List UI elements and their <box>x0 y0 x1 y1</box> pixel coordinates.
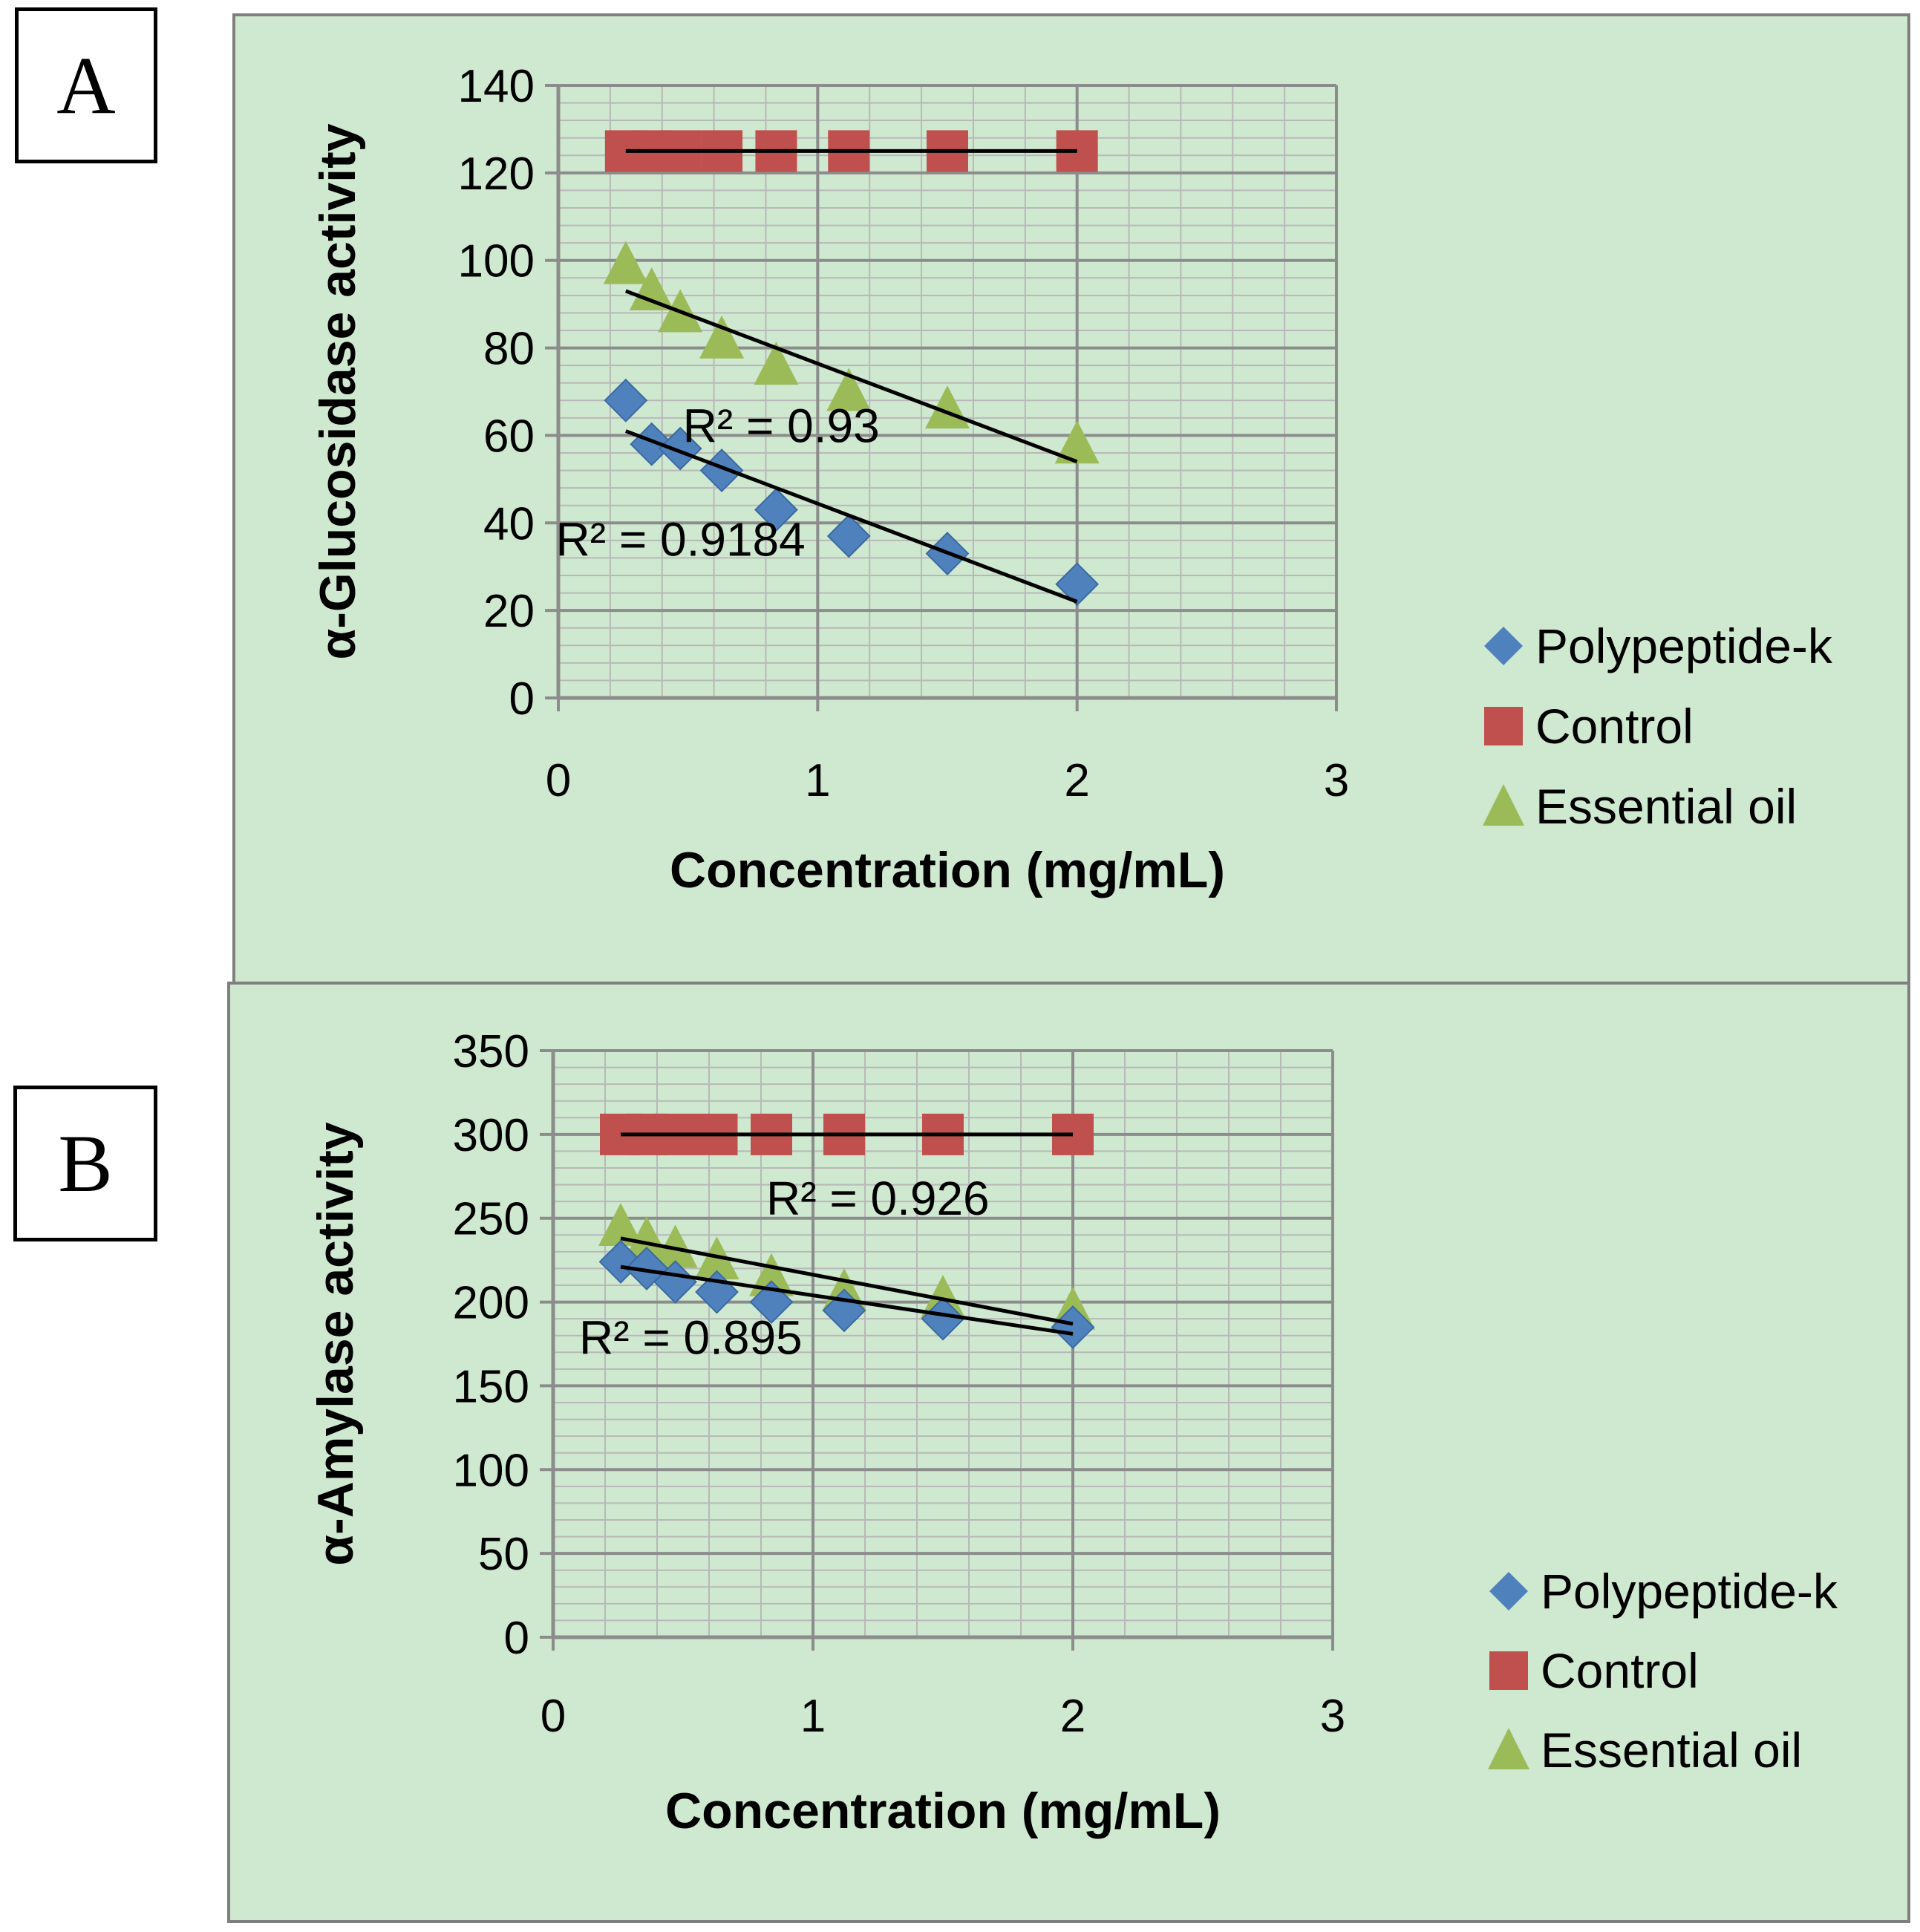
panel-a-background <box>232 13 1910 986</box>
panel-a-x-tick-label: 1 <box>805 755 830 806</box>
panel-a-y-tick-label: 20 <box>483 586 535 637</box>
panel-b-legend-label-polypeptide-k: Polypeptide-k <box>1541 1564 1838 1619</box>
panel-a-y-tick-label: 40 <box>483 498 535 549</box>
panel-b-trendline-essential-oil <box>620 1236 1074 1326</box>
panel-b-point-polypeptide-k <box>1051 1305 1095 1349</box>
panel-a-point-essential-oil <box>826 368 872 411</box>
panel-b-y-tick-label: 150 <box>453 1361 529 1412</box>
panel-b-y-tick-label: 350 <box>453 1026 529 1077</box>
panel-a-point-essential-oil <box>1054 420 1100 464</box>
panel-a-r2-label-2: R² = 0.9184 <box>556 512 806 566</box>
panel-b-y-tick-label: 100 <box>453 1445 529 1496</box>
panel-a-point-polypeptide-k <box>699 448 744 492</box>
panel-a-point-polypeptide-k <box>604 378 648 422</box>
panel-b-r2-label-2: R² = 0.895 <box>579 1311 803 1365</box>
panel-a-legend-label-essential-oil: Essential oil <box>1535 779 1797 834</box>
panel-a-legend-key-polypeptide-k <box>1484 627 1523 665</box>
panel-b-y-tick-label: 50 <box>478 1529 529 1580</box>
panel-a-point-essential-oil <box>629 267 674 310</box>
panel-a-legend-key-control <box>1484 707 1523 745</box>
panel-b-legend-label-control: Control <box>1541 1643 1699 1698</box>
panel-a-r2-label-1: R² = 0.93 <box>683 399 880 452</box>
panel-b-y-tick-label: 0 <box>504 1613 529 1664</box>
panel-b-y-tick-label: 300 <box>453 1110 529 1161</box>
panel-a-y-tick-label: 60 <box>483 411 535 462</box>
panel-a-point-essential-oil <box>754 342 799 385</box>
panel-b-x-tick-label: 2 <box>1060 1691 1085 1742</box>
panel-a-y-tick-label: 0 <box>509 673 535 725</box>
panel-a-y-axis-label: α-Glucosidase activity <box>310 123 366 659</box>
panel-a-x-axis-label: Concentration (mg/mL) <box>670 842 1225 898</box>
panel-a-chart: 0 1 2 3 0 20 40 60 80 100 120 140 Concentration (mg/… <box>310 61 1833 898</box>
panel-a-x-tick-label: 2 <box>1064 755 1089 806</box>
panel-b-legend-key-polypeptide-k <box>1489 1572 1528 1610</box>
panel-b-x-tick-label: 3 <box>1320 1691 1345 1742</box>
panel-b-point-essential-oil <box>624 1216 669 1260</box>
panel-a-trendline-essential-oil <box>624 289 1078 464</box>
panel-b-legend-key-control <box>1489 1651 1528 1690</box>
panel-b-point-polypeptide-k <box>822 1288 866 1333</box>
panel-a-y-tick-label: 140 <box>458 61 535 112</box>
panel-a-legend-label-polypeptide-k: Polypeptide-k <box>1535 619 1833 673</box>
panel-a-y-tick-label: 100 <box>458 236 535 287</box>
panel-b-tag: B <box>13 1086 157 1241</box>
panel-b-legend-key-essential-oil <box>1488 1728 1529 1769</box>
panel-b-y-tick-label: 250 <box>453 1194 529 1245</box>
panel-b-point-essential-oil <box>653 1224 698 1268</box>
panel-b-point-essential-oil <box>749 1253 794 1296</box>
panel-b-x-tick-label: 0 <box>541 1691 566 1742</box>
panel-a-point-polypeptide-k <box>658 426 702 471</box>
panel-b-point-essential-oil <box>598 1203 643 1246</box>
panel-a-x-tick-label: 0 <box>546 755 571 806</box>
panel-b-y-axis-label: α-Amylase activity <box>307 1122 364 1566</box>
panel-b-y-tick-label: 200 <box>453 1278 529 1329</box>
panel-a-y-tick-label: 120 <box>458 149 535 200</box>
panel-a-legend-key-essential-oil <box>1483 784 1524 826</box>
panel-a-x-tick-label: 3 <box>1324 755 1349 806</box>
panel-a-trendline-polypeptide-k <box>624 429 1078 604</box>
panel-a-y-tick-label: 80 <box>483 324 535 375</box>
panel-a-point-polypeptide-k <box>754 488 798 532</box>
panel-a-point-essential-oil <box>603 241 648 284</box>
panel-b-chart: 0 1 2 3 0 50 100 150 200 250 300 350 Concentration (… <box>307 1026 1838 1839</box>
panel-a-legend: Polypeptide-k Control Essential oil <box>1483 619 1833 834</box>
panel-b-x-axis-label: Concentration (mg/mL) <box>665 1783 1221 1839</box>
panel-b-r2-label-1: R² = 0.926 <box>766 1172 990 1225</box>
panel-a-tag: A <box>15 7 157 163</box>
panel-a-legend-label-control: Control <box>1535 699 1694 754</box>
panel-b-x-tick-label: 1 <box>800 1691 826 1742</box>
panel-a-point-polypeptide-k <box>826 514 871 558</box>
panel-a-point-essential-oil <box>699 315 745 359</box>
panel-b-legend: Polypeptide-k Control Essential oil <box>1488 1564 1838 1778</box>
panel-b-point-essential-oil <box>921 1275 965 1319</box>
panel-a-point-polypeptide-k <box>1055 562 1100 607</box>
panel-b-legend-label-essential-oil: Essential oil <box>1541 1723 1802 1778</box>
panel-b-trendline-polypeptide-k <box>620 1264 1074 1336</box>
